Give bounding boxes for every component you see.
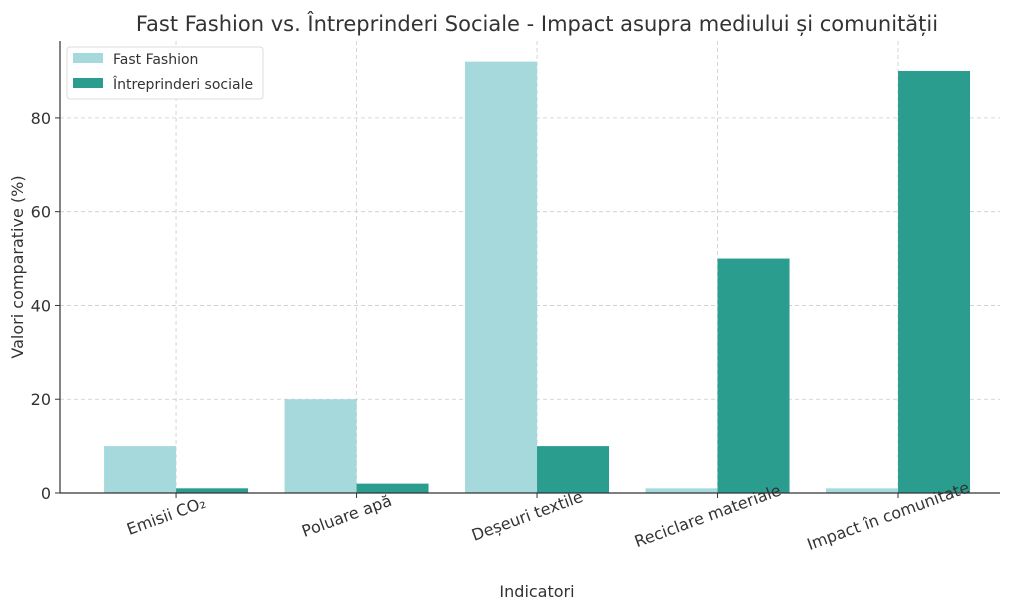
y-tick-label: 60 bbox=[31, 203, 51, 222]
legend-label: Fast Fashion bbox=[113, 52, 198, 68]
bar-fast-fashion bbox=[645, 488, 718, 493]
y-tick-label: 20 bbox=[31, 390, 51, 409]
x-tick-label: Emisii CO₂ bbox=[124, 493, 208, 539]
x-axis-label: Indicatori bbox=[499, 582, 574, 601]
bar-social-enterprise bbox=[176, 488, 249, 493]
x-tick-label: Deșeuri textile bbox=[469, 487, 585, 545]
bar-fast-fashion bbox=[284, 399, 357, 493]
legend-swatch bbox=[73, 78, 103, 88]
bar-social-enterprise bbox=[537, 446, 610, 493]
legend-swatch bbox=[73, 53, 103, 63]
y-axis-label: Valori comparative (%) bbox=[8, 175, 27, 358]
bar-fast-fashion bbox=[104, 446, 177, 493]
bars bbox=[104, 61, 971, 493]
legend-label: Întreprinderi sociale bbox=[112, 75, 253, 93]
legend: Fast Fashion Întreprinderi sociale bbox=[66, 46, 264, 100]
bar-social-enterprise bbox=[717, 258, 790, 493]
bar-fast-fashion bbox=[465, 61, 538, 493]
y-tick-label: 80 bbox=[31, 109, 51, 128]
bar-social-enterprise bbox=[898, 71, 971, 493]
chart-title: Fast Fashion vs. Întreprinderi Sociale -… bbox=[136, 11, 938, 36]
y-tick-label: 40 bbox=[31, 296, 51, 315]
bar-fast-fashion bbox=[826, 488, 899, 493]
bar-social-enterprise bbox=[356, 483, 429, 493]
axes bbox=[59, 41, 1000, 494]
x-tick-label: Poluare apă bbox=[299, 491, 394, 541]
y-tick-label: 0 bbox=[41, 484, 51, 503]
legend-box bbox=[66, 46, 264, 100]
